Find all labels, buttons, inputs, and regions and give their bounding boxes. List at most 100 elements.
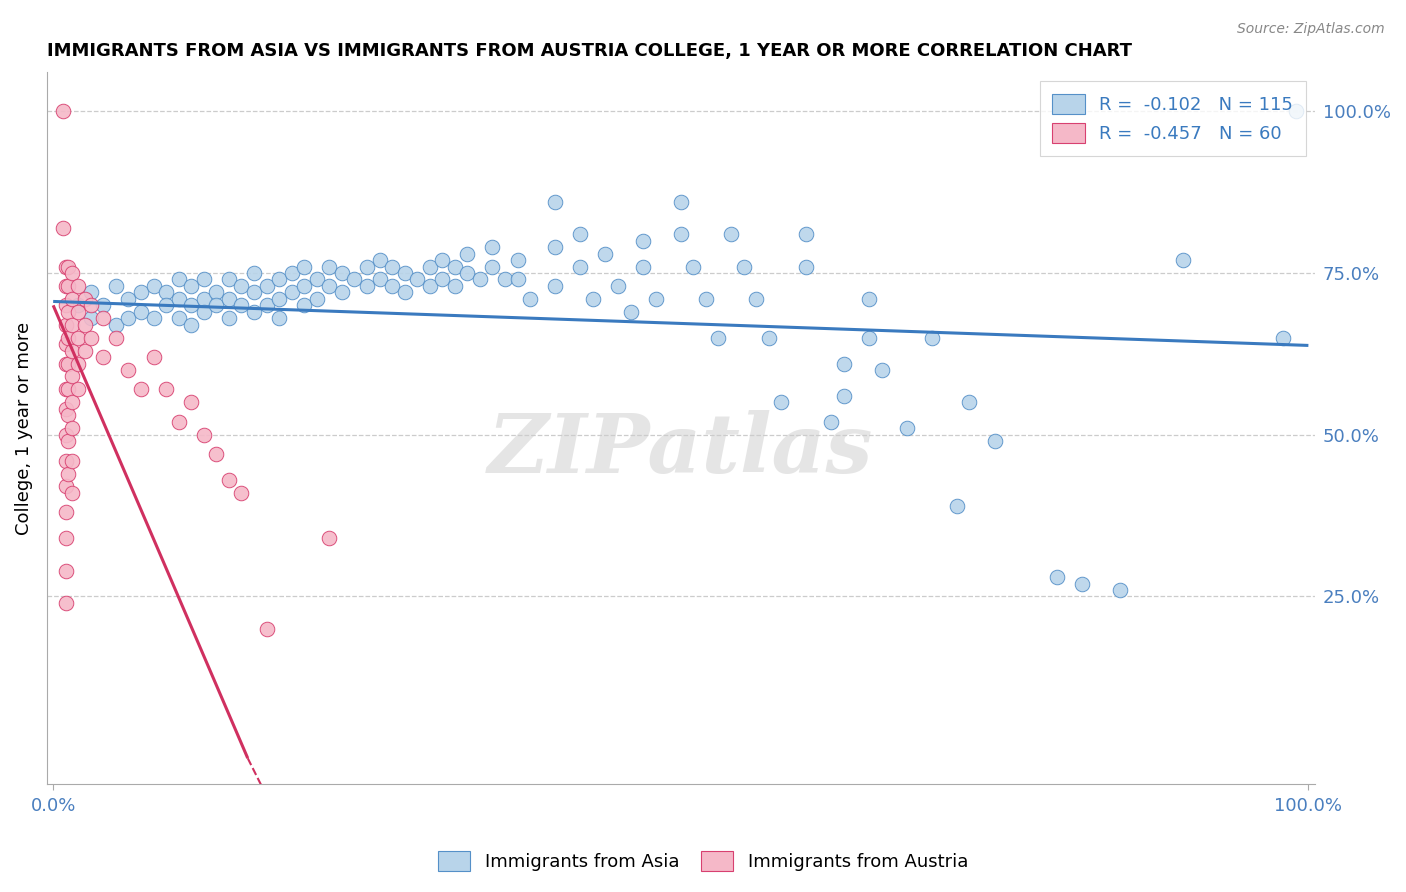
Point — [129, 383, 152, 397]
Point — [231, 298, 253, 312]
Point — [104, 331, 127, 345]
Point — [58, 467, 80, 481]
Point — [104, 318, 127, 332]
Point — [193, 427, 215, 442]
Point — [733, 260, 755, 274]
Point — [167, 311, 190, 326]
Point — [55, 383, 77, 397]
Point — [896, 421, 918, 435]
Point — [142, 279, 165, 293]
Point — [519, 292, 541, 306]
Point — [55, 453, 77, 467]
Point — [695, 292, 717, 306]
Point — [256, 279, 278, 293]
Point — [55, 427, 77, 442]
Point — [419, 260, 441, 274]
Point — [983, 434, 1005, 449]
Point — [720, 227, 742, 242]
Point — [443, 279, 465, 293]
Point — [155, 383, 177, 397]
Point — [292, 298, 315, 312]
Point — [129, 305, 152, 319]
Point — [243, 305, 266, 319]
Point — [52, 104, 75, 119]
Point — [180, 395, 202, 409]
Point — [218, 311, 240, 326]
Point — [55, 260, 77, 274]
Point — [506, 253, 529, 268]
Point — [55, 318, 77, 332]
Text: ZIPatlas: ZIPatlas — [488, 409, 873, 490]
Point — [758, 331, 780, 345]
Point — [794, 260, 817, 274]
Point — [1171, 253, 1194, 268]
Point — [73, 343, 96, 358]
Point — [669, 194, 692, 209]
Point — [55, 401, 77, 416]
Point — [794, 227, 817, 242]
Point — [1272, 331, 1295, 345]
Point — [117, 292, 139, 306]
Point — [243, 266, 266, 280]
Point — [52, 220, 75, 235]
Point — [1109, 582, 1132, 597]
Point — [155, 298, 177, 312]
Point — [58, 357, 80, 371]
Point — [180, 279, 202, 293]
Point — [167, 292, 190, 306]
Point — [60, 343, 83, 358]
Point — [60, 318, 83, 332]
Point — [631, 260, 654, 274]
Point — [193, 292, 215, 306]
Point — [820, 415, 842, 429]
Legend: Immigrants from Asia, Immigrants from Austria: Immigrants from Asia, Immigrants from Au… — [430, 844, 976, 879]
Point — [73, 318, 96, 332]
Point — [318, 260, 340, 274]
Point — [117, 363, 139, 377]
Point — [368, 253, 391, 268]
Point — [129, 285, 152, 300]
Point — [60, 266, 83, 280]
Point — [155, 285, 177, 300]
Point — [55, 596, 77, 610]
Point — [67, 357, 90, 371]
Point — [631, 234, 654, 248]
Point — [1071, 576, 1094, 591]
Y-axis label: College, 1 year or more: College, 1 year or more — [15, 322, 32, 535]
Point — [55, 531, 77, 545]
Point — [946, 499, 969, 513]
Point — [67, 279, 90, 293]
Point — [218, 473, 240, 487]
Point — [582, 292, 605, 306]
Point — [318, 279, 340, 293]
Point — [595, 246, 617, 260]
Point — [60, 369, 83, 384]
Point — [93, 350, 115, 364]
Legend: R =  -0.102   N = 115, R =  -0.457   N = 60: R = -0.102 N = 115, R = -0.457 N = 60 — [1039, 81, 1306, 155]
Point — [770, 395, 793, 409]
Point — [80, 331, 103, 345]
Point — [58, 383, 80, 397]
Point — [432, 272, 454, 286]
Point — [858, 331, 880, 345]
Point — [231, 486, 253, 500]
Point — [167, 415, 190, 429]
Point — [292, 279, 315, 293]
Point — [55, 337, 77, 351]
Point — [381, 260, 404, 274]
Point — [80, 298, 103, 312]
Point — [256, 298, 278, 312]
Point — [669, 227, 692, 242]
Point — [55, 298, 77, 312]
Point — [256, 622, 278, 636]
Point — [60, 486, 83, 500]
Point — [60, 395, 83, 409]
Point — [745, 292, 768, 306]
Point — [67, 305, 90, 319]
Point — [142, 350, 165, 364]
Point — [73, 292, 96, 306]
Point — [292, 260, 315, 274]
Point — [394, 285, 416, 300]
Point — [117, 311, 139, 326]
Point — [58, 260, 80, 274]
